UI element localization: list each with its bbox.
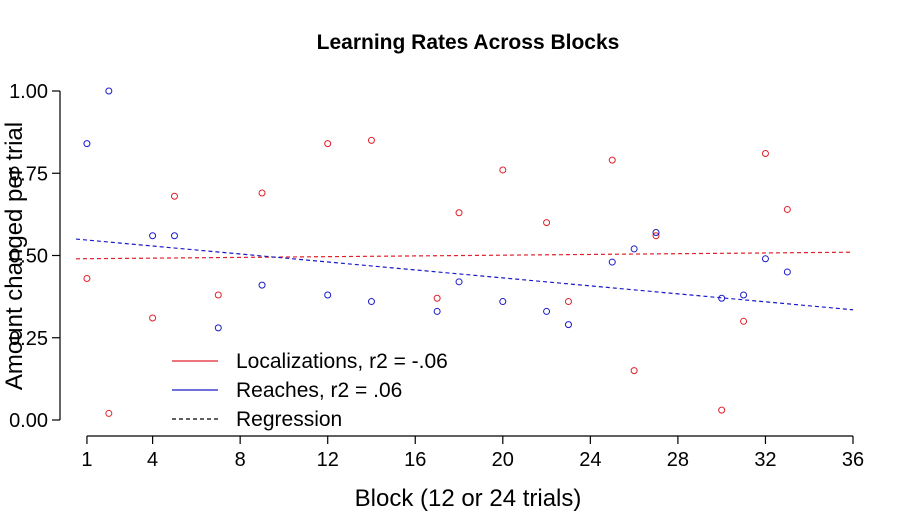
legend-label: Regression: [236, 408, 342, 431]
reaches-point: [783, 268, 791, 276]
legend-label: Localizations, r2 = -.06: [236, 350, 448, 373]
localizations-point: [258, 189, 266, 197]
x-tick-label: 16: [404, 449, 426, 471]
x-axis: 1 4 8 12 16 20 24 28 32 36: [81, 435, 864, 471]
y-tick-label: 1.00: [9, 81, 48, 103]
localizations-point: [564, 298, 572, 306]
y-axis: 0.00 0.25 0.50 0.75 1.00: [9, 81, 61, 432]
x-tick-label: 1: [81, 449, 92, 471]
localizations-point: [652, 232, 660, 240]
localizations-point: [761, 150, 769, 158]
reaches-point: [324, 291, 332, 299]
y-tick-label: 0.00: [9, 410, 48, 432]
reaches-point: [630, 245, 638, 253]
reaches-point: [83, 140, 91, 148]
reaches-point: [718, 294, 726, 302]
reaches-point: [367, 298, 375, 306]
y-tick-label: 0.25: [9, 328, 48, 350]
reaches-point: [170, 232, 178, 240]
x-tick-label: 36: [842, 449, 864, 471]
plot-area: [75, 87, 854, 417]
reaches-point: [608, 258, 616, 266]
reaches-point: [149, 232, 157, 240]
reaches-point: [214, 324, 222, 332]
reaches-point: [105, 87, 113, 95]
reaches-point: [652, 228, 660, 236]
localizations-point: [170, 192, 178, 200]
x-tick-label: 20: [492, 449, 514, 471]
reaches-point: [258, 281, 266, 289]
x-tick-label: 32: [754, 449, 776, 471]
localizations-point: [740, 317, 748, 325]
reaches-regression-line: [75, 238, 854, 311]
localizations-point: [367, 136, 375, 144]
x-tick-label: 28: [667, 449, 689, 471]
reaches-point: [564, 321, 572, 329]
reaches-point: [543, 307, 551, 315]
localizations-point: [783, 205, 791, 213]
chart-title: Learning Rates Across Blocks: [317, 31, 620, 54]
localizations-point: [630, 367, 638, 375]
localizations-point: [214, 291, 222, 299]
localizations-point: [499, 166, 507, 174]
localizations-point: [543, 219, 551, 227]
y-tick-label: 0.50: [9, 246, 48, 268]
localizations-regression-line: [75, 251, 854, 260]
reaches-point: [433, 307, 441, 315]
y-axis-label: Amount changed per trial: [1, 122, 28, 390]
reaches-point: [761, 255, 769, 263]
legend-label: Reaches, r2 = .06: [236, 379, 402, 402]
localizations-point: [433, 294, 441, 302]
localizations-point: [324, 140, 332, 148]
localizations-point: [149, 314, 157, 322]
localizations-point: [83, 275, 91, 283]
x-tick-label: 24: [579, 449, 601, 471]
reaches-point: [740, 291, 748, 299]
localizations-point: [718, 406, 726, 414]
y-tick-label: 0.75: [9, 163, 48, 185]
x-axis-label: Block (12 or 24 trials): [355, 485, 582, 512]
x-tick-label: 12: [317, 449, 339, 471]
x-tick-label: 8: [235, 449, 246, 471]
localizations-point: [105, 409, 113, 417]
reaches-point: [455, 278, 463, 286]
localizations-point: [608, 156, 616, 164]
legend: Localizations, r2 = -.06 Reaches, r2 = .0…: [172, 350, 448, 431]
reaches-point: [499, 298, 507, 306]
localizations-point: [455, 209, 463, 217]
x-tick-label: 4: [147, 449, 158, 471]
